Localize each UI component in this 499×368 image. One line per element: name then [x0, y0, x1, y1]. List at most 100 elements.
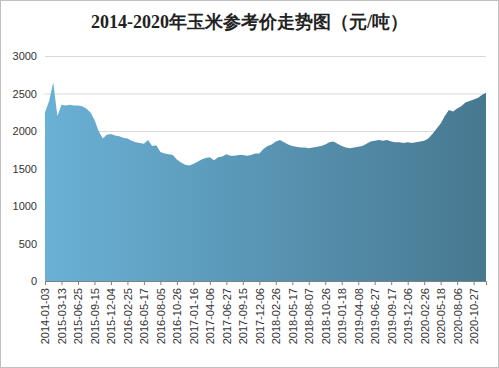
x-axis-line [46, 282, 487, 286]
x-tick: 2017-09-15 [237, 281, 249, 344]
x-tick: 2020-05-18 [435, 281, 447, 344]
x-tick: 2015-09-15 [89, 281, 101, 344]
x-tick-label: 2020-08-06 [451, 288, 463, 344]
x-tick-mark [276, 281, 277, 285]
x-tick-label: 2019-09-17 [386, 288, 398, 344]
x-tick-mark [342, 281, 343, 285]
x-tick: 2014-01-03 [39, 281, 51, 344]
plot-area [45, 82, 486, 281]
x-tick: 2015-03-13 [56, 281, 68, 344]
y-tick-label: 1500 [13, 163, 37, 175]
x-tick-label: 2019-12-06 [402, 288, 414, 344]
x-tick-label: 2015-12-04 [105, 288, 117, 344]
grid-line [45, 131, 486, 132]
frame [1, 1, 499, 368]
x-tick-label: 2018-10-26 [320, 288, 332, 344]
x-tick-mark [144, 281, 145, 285]
x-tick: 2015-12-04 [105, 281, 117, 344]
x-tick: 2020-02-26 [419, 281, 431, 344]
x-tick-label: 2016-02-25 [122, 288, 134, 344]
x-tick-label: 2017-12-06 [254, 288, 266, 344]
y-tick-label: 1000 [13, 200, 37, 212]
x-tick: 2018-05-17 [287, 281, 299, 344]
x-axis: 2014-01-03 2015-03-13 2015-06-25 2015-09-15… [39, 281, 486, 344]
x-tick-mark [226, 281, 227, 285]
y-tick-label: 500 [19, 238, 37, 250]
x-tick-mark [177, 281, 178, 285]
x-tick-mark [61, 281, 62, 285]
x-tick-mark [424, 281, 425, 285]
x-tick-label: 2015-06-25 [72, 288, 84, 344]
x-tick-mark [325, 281, 326, 285]
x-tick-mark [243, 281, 244, 285]
y-axis: 0 500 1000 1500 2000 2500 3000 [13, 50, 46, 287]
x-tick: 2017-06-27 [221, 281, 233, 344]
x-tick: 2019-06-27 [369, 281, 381, 344]
grid-line [45, 94, 486, 95]
y-tick: 2000 [13, 125, 45, 137]
y-tick: 3000 [13, 50, 45, 62]
x-tick: 2016-05-17 [138, 281, 150, 344]
y-tick-label: 2500 [13, 88, 37, 100]
x-tick-mark [193, 281, 194, 285]
x-tick: 2019-04-08 [353, 281, 365, 344]
x-tick-mark [292, 281, 293, 285]
x-tick: 2018-02-26 [270, 281, 282, 344]
x-tick-mark [210, 281, 211, 285]
title: 2014-2020年玉米参考价走势图（元/吨） [91, 12, 408, 32]
x-tick-mark [94, 281, 95, 285]
x-tick: 2018-08-07 [303, 281, 315, 344]
x-tick-label: 2019-04-08 [353, 288, 365, 344]
x-tick-mark [127, 281, 128, 285]
x-tick: 2015-06-25 [72, 281, 84, 344]
x-tick-label: 2018-08-07 [303, 288, 315, 344]
x-tick-mark [391, 281, 392, 285]
y-tick-label: 0 [31, 275, 37, 287]
y-tick-label: 2000 [13, 125, 37, 137]
x-tick-mark [78, 281, 79, 285]
area [45, 82, 486, 281]
y-tick: 1000 [13, 200, 45, 212]
x-tick: 2017-12-06 [254, 281, 266, 344]
y-tick: 500 [19, 238, 45, 250]
x-tick-label: 2014-01-03 [39, 288, 51, 344]
y-tick-label: 3000 [13, 50, 37, 62]
x-tick: 2018-10-26 [320, 281, 332, 344]
x-tick-label: 2016-10-26 [171, 288, 183, 344]
x-tick: 2019-09-17 [386, 281, 398, 344]
grid-line [45, 56, 486, 57]
y-axis-line [45, 57, 46, 282]
x-tick-label: 2018-05-17 [287, 288, 299, 344]
y-tick: 1500 [13, 163, 45, 175]
x-tick-mark [441, 281, 442, 285]
x-tick-mark [358, 281, 359, 285]
x-tick-label: 2017-04-06 [204, 288, 216, 344]
y-tick: 2500 [13, 88, 45, 100]
chart: 2014-2020年玉米参考价走势图（元/吨） 0 500 1000 1500 2000 2… [0, 0, 499, 368]
y-tick: 0 [31, 275, 45, 287]
x-tick: 2017-01-16 [188, 281, 200, 344]
x-tick-mark [309, 281, 310, 285]
x-tick-label: 2016-08-05 [155, 288, 167, 344]
x-tick: 2020-10-27 [468, 281, 480, 344]
grid [45, 57, 486, 282]
x-tick-label: 2017-06-27 [221, 288, 233, 344]
x-tick-label: 2018-02-26 [270, 288, 282, 344]
x-tick: 2016-08-05 [155, 281, 167, 344]
x-tick-label: 2017-01-16 [188, 288, 200, 344]
x-tick: 2019-01-18 [336, 281, 348, 344]
x-tick-mark [474, 281, 475, 285]
x-tick-label: 2017-09-15 [237, 288, 249, 344]
x-tick: 2016-10-26 [171, 281, 183, 344]
x-tick-label: 2019-01-18 [336, 288, 348, 344]
x-tick: 2016-02-25 [122, 281, 134, 344]
x-tick-label: 2015-09-15 [89, 288, 101, 344]
x-tick: 2020-08-06 [451, 281, 463, 344]
x-tick-mark [111, 281, 112, 285]
x-tick-mark [408, 281, 409, 285]
x-tick-label: 2019-06-27 [369, 288, 381, 344]
x-tick-label: 2020-02-26 [419, 288, 431, 344]
x-tick-label: 2015-03-13 [56, 288, 68, 344]
x-tick-label: 2020-10-27 [468, 288, 480, 344]
x-tick-mark [259, 281, 260, 285]
